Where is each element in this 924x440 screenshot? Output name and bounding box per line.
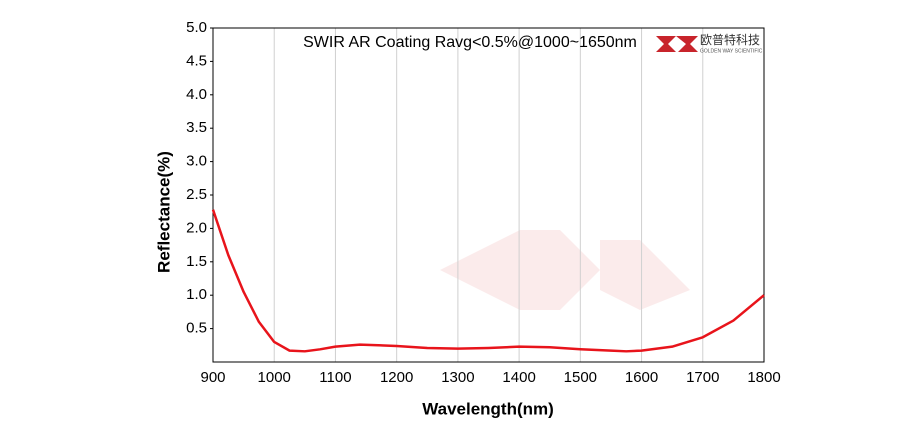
- x-tick-label: 1500: [564, 369, 597, 386]
- x-tick-label: 1600: [625, 369, 658, 386]
- y-tick-label: 4.5: [186, 52, 207, 69]
- y-tick-label: 0.5: [186, 320, 207, 337]
- data-line: [211, 209, 765, 353]
- plot-frame: [212, 27, 765, 363]
- logo-text: 欧普特科技: [700, 32, 760, 47]
- y-tick-label: 5.0: [186, 19, 207, 36]
- x-tick-label: 1100: [319, 369, 351, 386]
- logo-subtext: GOLDEN WAY SCIENTIFIC: [700, 48, 763, 54]
- x-axis-label: Wavelength(nm): [422, 399, 554, 418]
- y-tick-label: 2.0: [186, 219, 207, 236]
- y-tick-label: 4.0: [186, 86, 207, 103]
- x-tick-label: 1300: [441, 369, 474, 386]
- logo: 欧普特科技 GOLDEN WAY SCIENTIFIC: [656, 32, 763, 54]
- x-tick-label: 1400: [502, 369, 535, 386]
- y-tick-label: 2.5: [186, 186, 207, 203]
- x-tick-label: 1000: [258, 369, 291, 386]
- y-axis-label: Reflectance(%): [154, 151, 173, 273]
- x-tick-label: 1700: [686, 369, 719, 386]
- y-tick-label: 3.0: [186, 153, 207, 170]
- chart-title: SWIR AR Coating Ravg<0.5%@1000~1650nm: [303, 34, 637, 51]
- y-tick-label: 1.0: [186, 286, 207, 303]
- x-tick-label: 900: [200, 369, 225, 386]
- watermark: [440, 230, 690, 310]
- x-tick-label: 1200: [380, 369, 413, 386]
- y-tick-label: 1.5: [186, 253, 207, 270]
- x-tick-label: 1800: [747, 369, 780, 386]
- y-tick-label: 3.5: [186, 119, 207, 136]
